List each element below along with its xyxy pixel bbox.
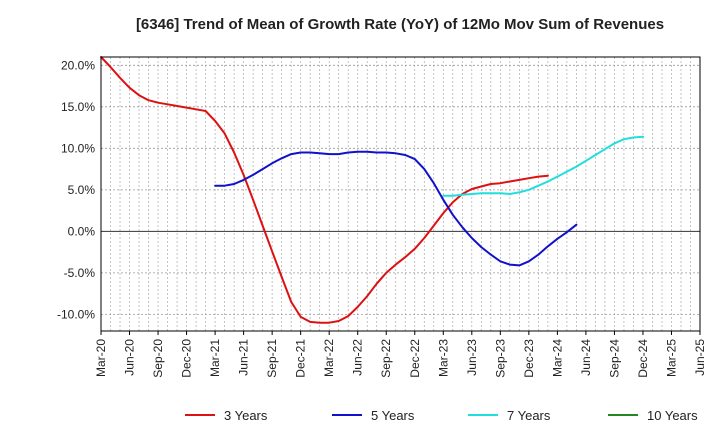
x-tick-label: Jun-20 xyxy=(123,339,137,376)
x-tick-label: Jun-25 xyxy=(693,339,707,376)
x-tick-label: Jun-24 xyxy=(579,339,593,376)
x-tick-label: Dec-20 xyxy=(180,339,194,378)
x-tick-label: Sep-20 xyxy=(151,339,165,378)
y-tick-label: 0.0% xyxy=(68,224,96,238)
grid xyxy=(101,57,700,331)
x-tick-label: Dec-21 xyxy=(294,339,308,378)
x-tick-label: Mar-22 xyxy=(322,339,336,377)
x-axis: Mar-20 Jun-20 Sep-20 Dec-20 Mar-21 Jun-21 Sep-… xyxy=(94,331,707,378)
legend-label: 7 Years xyxy=(507,408,551,423)
legend: 3 Years 5 Years 7 Years 10 Years xyxy=(185,408,698,423)
x-tick-label: Mar-21 xyxy=(208,339,222,377)
legend-label: 5 Years xyxy=(371,408,415,423)
x-tick-label: Jun-23 xyxy=(465,339,479,376)
y-tick-label: -5.0% xyxy=(64,266,96,280)
x-tick-label: Mar-23 xyxy=(436,339,450,377)
legend-label: 10 Years xyxy=(647,408,698,423)
x-tick-label: Sep-24 xyxy=(607,339,621,378)
x-tick-label: Mar-20 xyxy=(94,339,108,377)
x-tick-label: Sep-21 xyxy=(265,339,279,378)
x-tick-label: Sep-23 xyxy=(493,339,507,378)
plot-frame xyxy=(100,56,701,332)
x-tick-label: Mar-25 xyxy=(664,339,678,377)
x-tick-label: Jun-22 xyxy=(351,339,365,376)
y-tick-label: 5.0% xyxy=(68,183,96,197)
series-line-5-years xyxy=(214,150,578,267)
x-tick-label: Dec-22 xyxy=(408,339,422,378)
series-lines xyxy=(100,56,644,324)
chart-title: [6346] Trend of Mean of Growth Rate (YoY… xyxy=(136,16,664,33)
x-tick-label: Jun-21 xyxy=(237,339,251,376)
y-tick-label: 20.0% xyxy=(61,58,95,72)
x-tick-label: Mar-24 xyxy=(550,339,564,377)
y-tick-label: 15.0% xyxy=(61,100,95,114)
legend-label: 3 Years xyxy=(224,408,268,423)
y-tick-label: 10.0% xyxy=(61,141,95,155)
y-tick-label: -10.0% xyxy=(57,307,95,321)
x-tick-label: Dec-24 xyxy=(636,339,650,378)
x-tick-label: Dec-23 xyxy=(522,339,536,378)
series-line-3-years xyxy=(100,56,549,324)
x-tick-label: Sep-22 xyxy=(379,339,393,378)
series-line-7-years xyxy=(442,135,644,197)
y-axis: 20.0% 15.0% 10.0% 5.0% 0.0% -5.0% -10.0% xyxy=(57,58,95,321)
